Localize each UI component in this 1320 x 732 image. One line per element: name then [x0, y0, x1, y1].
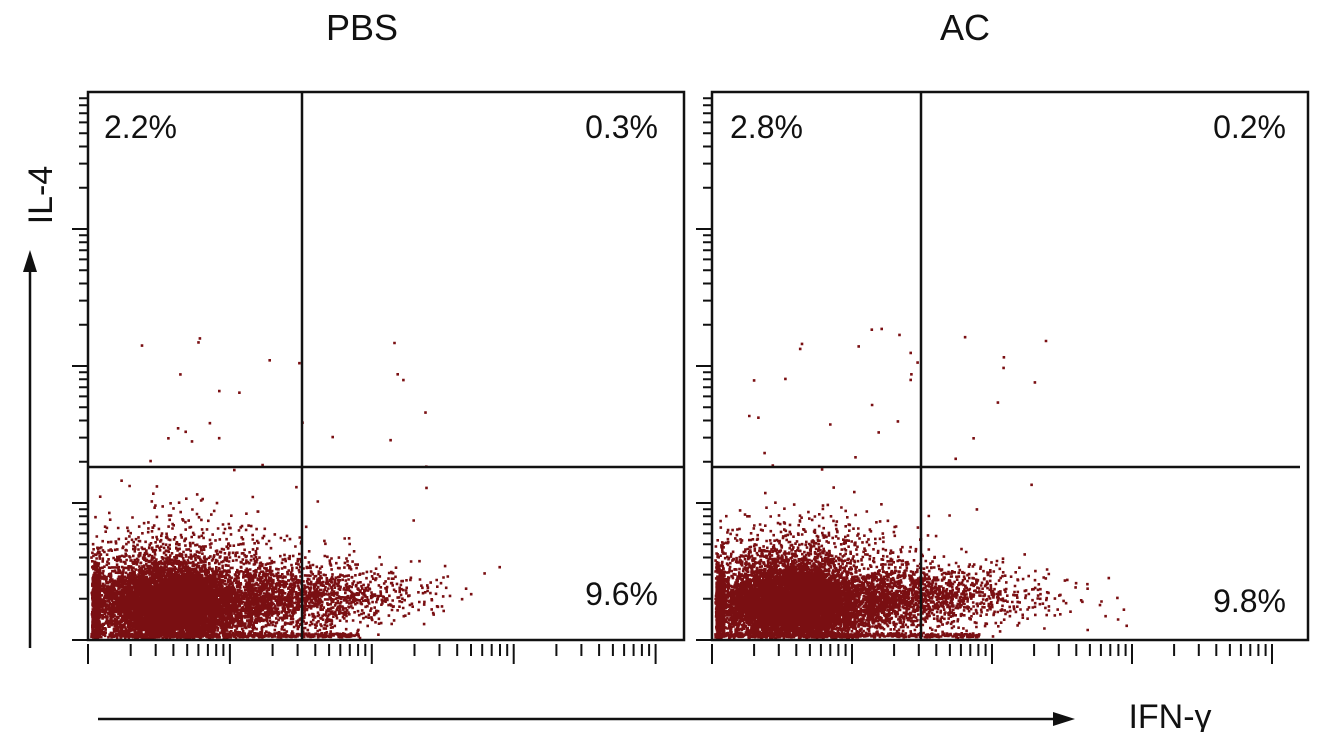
scatter-points-ac — [714, 327, 1128, 640]
quadrant-lower-right-pbs: 9.6% — [585, 576, 658, 612]
axis-ticks-pbs — [72, 97, 657, 664]
quadrant-lower-right-ac: 9.8% — [1213, 583, 1286, 619]
scatter-panel-ac: 2.8% 0.2% 9.8% — [696, 90, 1310, 664]
y-axis-label: IL-4 — [22, 166, 60, 225]
y-axis-arrow — [23, 250, 37, 648]
quadrant-upper-right-ac: 0.2% — [1213, 109, 1286, 145]
x-axis-label: IFN-γ — [1128, 698, 1211, 732]
x-axis-arrow — [98, 712, 1075, 726]
quadrant-upper-right-pbs: 0.3% — [585, 109, 658, 145]
quadrant-upper-left-ac: 2.8% — [730, 109, 803, 145]
panel-title-ac: AC — [940, 7, 990, 48]
plot-frame-pbs — [86, 90, 686, 642]
log-tick-marks — [72, 97, 657, 664]
axis-ticks-ac — [696, 97, 1273, 664]
plot-frame-ac — [710, 90, 1310, 642]
quadrant-upper-left-pbs: 2.2% — [104, 109, 177, 145]
scatter-panel-pbs: 2.2% 0.3% 9.6% — [72, 90, 686, 664]
scatter-point-cloud — [90, 337, 501, 640]
scatter-points-pbs — [90, 337, 501, 640]
scatter-point-cloud — [714, 327, 1128, 640]
panel-title-pbs: PBS — [326, 7, 398, 48]
log-tick-marks — [696, 97, 1273, 664]
